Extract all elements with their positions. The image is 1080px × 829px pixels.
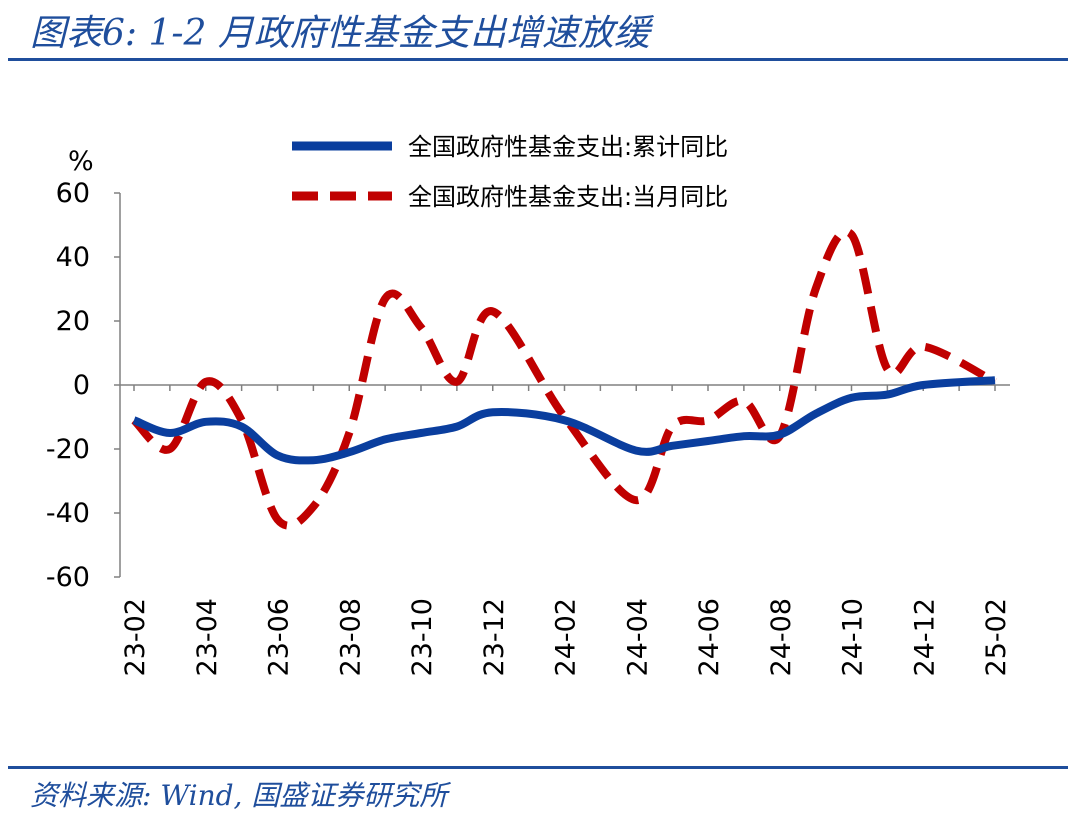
x-tick-label: 23-10 [407,598,438,676]
x-tick-label: 23-04 [192,598,223,676]
source-rule [8,766,1068,769]
axes: %60 40 20 0 -20 -40 -60 23-02 23-04 23-06 23-08 23-… [46,146,1012,676]
x-tick-label: 24-04 [622,598,653,676]
x-tick-label: 24-06 [694,598,725,676]
x-tick-label: 23-08 [335,598,366,676]
line-chart: %60 40 20 0 -20 -40 -60 23-02 23-04 23-06 23-08 23-… [46,133,1012,676]
series-line-monthly [131,227,997,530]
x-tick-label: 24-08 [766,598,797,676]
y-tick-label: -40 [46,498,90,529]
x-tick-label: 24-10 [838,598,869,676]
legend: 全国政府性基金支出:累计同比 全国政府性基金支出:当月同比 [292,133,728,211]
legend-label-cumulative: 全国政府性基金支出:累计同比 [408,133,728,161]
y-tick-label: -60 [46,562,90,593]
series-layer [131,227,997,530]
y-unit-label: % [68,146,94,177]
x-tick-label: 24-12 [909,598,940,676]
y-tick-label: 0 [73,370,90,401]
x-tick-label: 25-02 [981,598,1012,676]
x-tick-label: 24-02 [551,598,582,676]
title-rule [8,58,1068,61]
source-note: 资料来源: Wind, 国盛证券研究所 [30,779,448,812]
x-tick-label: 23-02 [120,598,151,676]
x-tick-label: 23-06 [264,598,295,676]
series-line-cumulative [132,376,996,465]
y-tick-label: 20 [56,306,90,337]
chart-title: 图表6: 1-2 月政府性基金支出增速放缓 [30,13,650,54]
y-tick-label: -20 [46,434,90,465]
legend-label-monthly: 全国政府性基金支出:当月同比 [408,183,728,211]
y-tick-label: 60 [56,178,90,209]
y-tick-label: 40 [56,242,90,273]
x-tick-label: 23-12 [479,598,510,676]
